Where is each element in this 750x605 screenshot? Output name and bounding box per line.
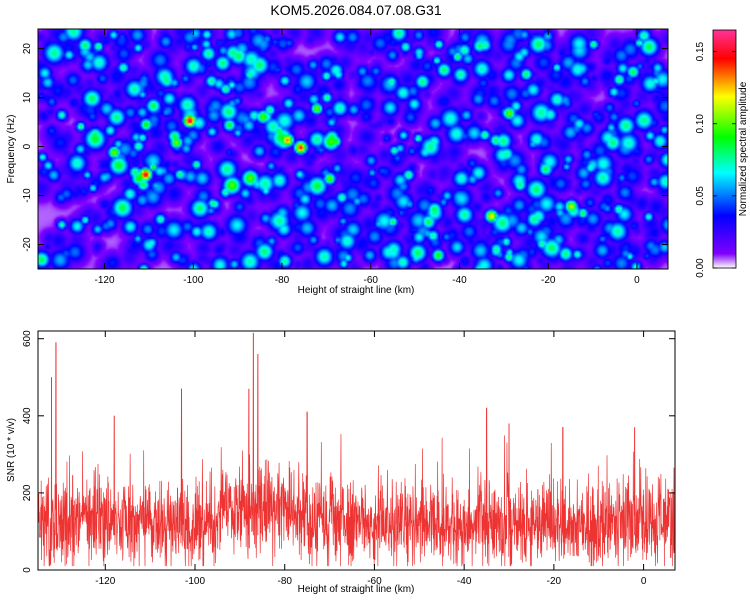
spectrogram-x-label: Height of straight line (km) — [298, 285, 415, 296]
snr-x-tick-label: 0 — [641, 576, 647, 587]
snr-x-axis: -120 -100 -80 -60 -40 -20 0 — [95, 331, 647, 587]
spectrogram-x-tick-label: -80 — [275, 275, 290, 286]
spectrogram-x-tick-label: 0 — [634, 275, 640, 286]
spectrogram-y-axis: -20 -10 0 10 20 — [22, 43, 668, 252]
spectrogram-frame — [37, 28, 669, 270]
snr-series-line — [38, 332, 675, 567]
spectrogram-image — [38, 29, 668, 269]
spectrogram-x-axis: -120 -100 -80 -60 -40 -20 0 — [95, 29, 640, 286]
snr-x-tick-label: -80 — [277, 576, 292, 587]
snr-y-tick-label: 200 — [22, 484, 33, 501]
colorbar-ticks: 0.00 0.05 0.10 0.15 — [695, 41, 736, 278]
spectrogram-y-label: Frequency (Hz) — [6, 115, 17, 184]
spectrogram-x-tick-label: -120 — [95, 275, 115, 286]
figure-title: KOM5.2026.084.07.08.G31 — [270, 2, 441, 18]
snr-frame — [37, 330, 676, 571]
snr-x-tick-label: -60 — [367, 576, 382, 587]
colorbar-tick-label: 0.05 — [695, 186, 706, 206]
spectrogram-y-tick-label: 0 — [22, 143, 33, 149]
colorbar-tick-label: 0.00 — [695, 258, 706, 278]
snr-y-tick-label: 0 — [22, 567, 33, 573]
snr-x-tick-label: -40 — [457, 576, 472, 587]
snr-x-label: Height of straight line (km) — [298, 584, 415, 595]
snr-peak-spikes — [51, 332, 636, 536]
colorbar-tick-label: 0.10 — [695, 114, 706, 134]
snr-x-tick-label: -120 — [95, 576, 115, 587]
snr-x-tick-label: -20 — [547, 576, 562, 587]
spectrogram-x-tick-label: -40 — [452, 275, 467, 286]
snr-y-label: SNR (10 * v/v) — [6, 418, 17, 482]
colorbar-label: Normalized spectral amplitude — [738, 81, 749, 216]
snr-y-axis: 0 200 400 600 — [22, 330, 675, 573]
spectrogram-x-tick-label: -100 — [183, 275, 203, 286]
spectrogram-x-tick-label: -20 — [541, 275, 556, 286]
spectrogram-y-tick-label: -20 — [22, 237, 33, 252]
spectrogram-y-tick-label: -10 — [22, 188, 33, 203]
spectrogram-y-tick-label: 20 — [22, 43, 33, 55]
snr-y-tick-label: 600 — [22, 330, 33, 347]
snr-x-tick-label: -100 — [185, 576, 205, 587]
snr-y-tick-label: 400 — [22, 407, 33, 424]
colorbar-gradient — [712, 29, 737, 269]
spectrogram-x-tick-label: -60 — [364, 275, 379, 286]
spectrogram-y-tick-label: 10 — [22, 92, 33, 104]
colorbar: 0.00 0.05 0.10 0.15 Normalized spectral amp… — [695, 29, 749, 278]
colorbar-tick-label: 0.15 — [695, 41, 706, 61]
snr-panel: -120 -100 -80 -60 -40 -20 0 0 200 400 600 Height … — [6, 330, 676, 595]
